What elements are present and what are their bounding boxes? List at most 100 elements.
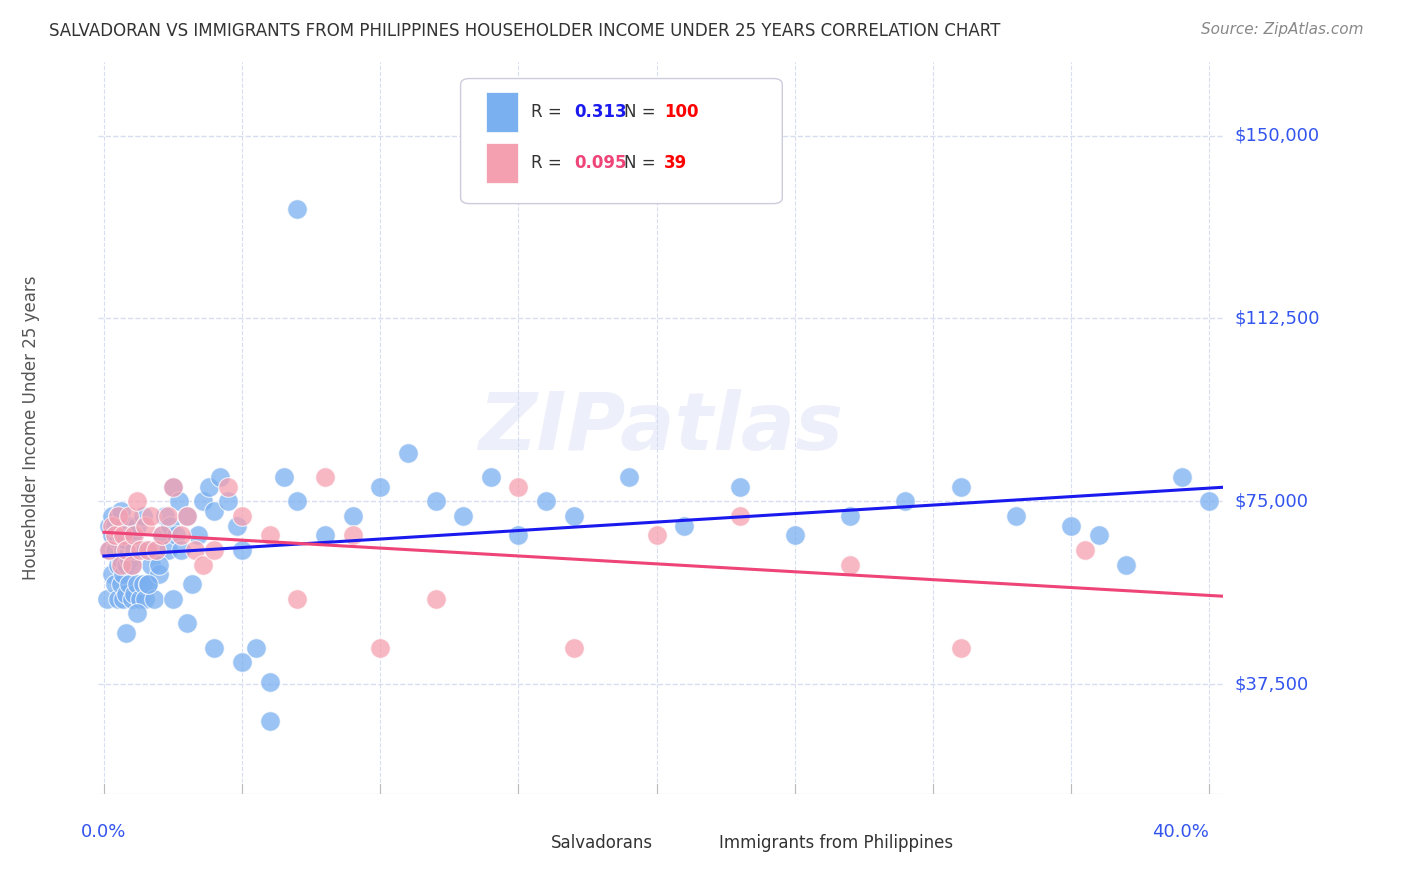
Point bbox=[98, 543, 121, 558]
Point bbox=[98, 543, 121, 558]
Point bbox=[187, 528, 209, 542]
Point bbox=[231, 655, 253, 669]
Point bbox=[121, 591, 143, 606]
Point bbox=[118, 518, 141, 533]
Point bbox=[142, 591, 165, 606]
Point bbox=[451, 508, 474, 523]
Point bbox=[136, 543, 159, 558]
Point bbox=[245, 640, 267, 655]
Point bbox=[110, 504, 132, 518]
Text: Source: ZipAtlas.com: Source: ZipAtlas.com bbox=[1201, 22, 1364, 37]
Point bbox=[728, 480, 751, 494]
Point bbox=[136, 577, 159, 591]
Point bbox=[118, 553, 141, 567]
Point bbox=[139, 508, 162, 523]
Point bbox=[508, 528, 530, 542]
Point bbox=[617, 470, 640, 484]
Point bbox=[162, 480, 184, 494]
Point bbox=[162, 480, 184, 494]
Point bbox=[104, 543, 127, 558]
Point bbox=[396, 445, 419, 459]
Point bbox=[110, 553, 132, 567]
Point bbox=[728, 508, 751, 523]
Point bbox=[107, 558, 129, 572]
Point bbox=[104, 528, 127, 542]
Point bbox=[508, 480, 530, 494]
Point bbox=[287, 494, 309, 508]
Point bbox=[148, 567, 170, 582]
Point bbox=[121, 528, 143, 542]
Point bbox=[204, 504, 226, 518]
Point bbox=[112, 518, 135, 533]
Text: R =: R = bbox=[531, 154, 568, 172]
Point bbox=[101, 567, 124, 582]
Point bbox=[145, 543, 167, 558]
Point bbox=[134, 591, 156, 606]
Point bbox=[287, 591, 309, 606]
Point bbox=[314, 528, 336, 542]
Point bbox=[134, 518, 156, 533]
Point bbox=[342, 528, 364, 542]
Point bbox=[839, 508, 862, 523]
Point bbox=[98, 518, 121, 533]
Text: $75,000: $75,000 bbox=[1234, 492, 1308, 510]
Point bbox=[107, 508, 129, 523]
Point bbox=[225, 518, 247, 533]
Point bbox=[150, 528, 173, 542]
Point bbox=[176, 508, 198, 523]
Point bbox=[115, 626, 138, 640]
Text: Householder Income Under 25 years: Householder Income Under 25 years bbox=[22, 276, 39, 581]
Point bbox=[159, 518, 181, 533]
Point bbox=[217, 494, 239, 508]
Point bbox=[193, 558, 215, 572]
Text: $150,000: $150,000 bbox=[1234, 127, 1319, 145]
Point bbox=[124, 528, 146, 542]
Bar bbox=[486, 92, 517, 132]
Point bbox=[208, 470, 231, 484]
Point bbox=[110, 558, 132, 572]
FancyBboxPatch shape bbox=[461, 78, 782, 203]
Bar bbox=[486, 143, 517, 183]
Point bbox=[101, 518, 124, 533]
Point bbox=[124, 543, 146, 558]
Point bbox=[1198, 494, 1220, 508]
Point bbox=[150, 528, 173, 542]
Point bbox=[479, 470, 502, 484]
Point bbox=[121, 558, 143, 572]
Point bbox=[110, 577, 132, 591]
Point bbox=[170, 528, 193, 542]
Point bbox=[368, 640, 391, 655]
Point bbox=[127, 518, 149, 533]
Text: $37,500: $37,500 bbox=[1234, 675, 1309, 693]
Point bbox=[645, 528, 668, 542]
Point bbox=[181, 577, 204, 591]
Text: N =: N = bbox=[624, 154, 661, 172]
Point bbox=[153, 508, 176, 523]
Text: 0.095: 0.095 bbox=[574, 154, 627, 172]
Point bbox=[176, 508, 198, 523]
Point bbox=[115, 533, 138, 548]
Point bbox=[115, 587, 138, 601]
Point bbox=[259, 674, 281, 689]
Point bbox=[259, 714, 281, 728]
Point bbox=[562, 508, 585, 523]
Text: $112,500: $112,500 bbox=[1234, 310, 1320, 327]
Point bbox=[314, 470, 336, 484]
Point bbox=[204, 543, 226, 558]
Point bbox=[128, 543, 150, 558]
Text: Immigrants from Philippines: Immigrants from Philippines bbox=[720, 834, 953, 852]
Text: 100: 100 bbox=[664, 103, 699, 120]
Point bbox=[96, 591, 118, 606]
Point bbox=[425, 494, 447, 508]
Point bbox=[139, 558, 162, 572]
Point bbox=[231, 543, 253, 558]
Point bbox=[110, 528, 132, 542]
Point bbox=[162, 591, 184, 606]
Point bbox=[217, 480, 239, 494]
Text: ZIPatlas: ZIPatlas bbox=[478, 389, 844, 467]
Text: 0.0%: 0.0% bbox=[82, 823, 127, 841]
Point bbox=[115, 543, 138, 558]
Point bbox=[1074, 543, 1097, 558]
Point bbox=[273, 470, 295, 484]
Text: SALVADORAN VS IMMIGRANTS FROM PHILIPPINES HOUSEHOLDER INCOME UNDER 25 YEARS CORR: SALVADORAN VS IMMIGRANTS FROM PHILIPPINE… bbox=[49, 22, 1001, 40]
